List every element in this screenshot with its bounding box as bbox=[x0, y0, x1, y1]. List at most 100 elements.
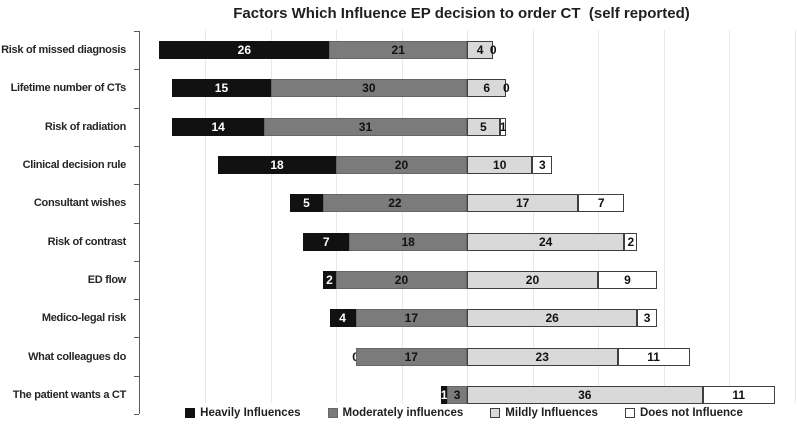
bar-segment-mildly-influences: 36 bbox=[466, 385, 703, 404]
y-axis-line bbox=[139, 31, 140, 414]
bar-segment-heavily-influences: 2 bbox=[322, 270, 336, 289]
bar-segment-mildly-influences: 24 bbox=[467, 232, 625, 251]
bar-segment-does-not-influence: 11 bbox=[702, 385, 775, 404]
y-axis-tick bbox=[134, 299, 139, 300]
bar-segment-heavily-influences: 7 bbox=[303, 232, 350, 251]
legend-swatch-mildly-influences bbox=[490, 408, 501, 418]
bar-segment-moderately-influences: 17 bbox=[355, 347, 467, 366]
bar-segment-does-not-influence: 1 bbox=[499, 117, 507, 136]
bar-segment-moderately-influences: 22 bbox=[322, 194, 467, 213]
y-axis-tick bbox=[134, 261, 139, 262]
bar-value-label: 4 bbox=[339, 311, 346, 326]
bar-segment-does-not-influence: 9 bbox=[597, 270, 657, 289]
bar-value-label: 20 bbox=[394, 158, 409, 172]
bar-segment-does-not-influence: 3 bbox=[532, 156, 553, 174]
legend-swatch-moderately-influences bbox=[327, 408, 338, 418]
bar-value-label: 11 bbox=[647, 349, 660, 364]
bar-value-label: 26 bbox=[237, 43, 252, 58]
bar-segment-heavily-influences: 5 bbox=[290, 194, 323, 213]
bar-row: 1 3 36 11 bbox=[440, 385, 775, 404]
bar-row: 18 20 10 3 bbox=[218, 156, 553, 174]
bar-value-label: 18 bbox=[270, 158, 284, 172]
bar-value-label: 3 bbox=[538, 158, 546, 172]
bar-value-label: 15 bbox=[214, 81, 229, 96]
bar-value-label: 5 bbox=[480, 119, 487, 134]
bar-segment-mildly-influences: 4 bbox=[466, 41, 494, 60]
bar-row: 7 18 24 2 bbox=[303, 232, 638, 251]
gridline bbox=[729, 30, 730, 403]
bar-value-label: 6 bbox=[483, 81, 491, 96]
bar-segment-moderately-influences: 30 bbox=[270, 79, 468, 98]
gridline bbox=[336, 30, 337, 403]
bar-segment-heavily-influences: 14 bbox=[172, 117, 264, 136]
bar-value-label: 23 bbox=[535, 349, 549, 364]
bar-value-label: 17 bbox=[404, 349, 418, 364]
bar-value-label: 4 bbox=[476, 43, 484, 58]
bar-value-label: 20 bbox=[394, 272, 409, 287]
bar-segment-heavily-influences: 26 bbox=[159, 41, 330, 60]
y-axis-tick bbox=[134, 414, 139, 415]
bar-row: 0172311 bbox=[352, 347, 690, 366]
bar-segment-heavily-influences: 4 bbox=[329, 309, 356, 328]
bar-segment-mildly-influences: 5 bbox=[466, 117, 500, 136]
bar-segment-heavily-influences: 18 bbox=[218, 156, 336, 174]
bar-value-label: 3 bbox=[643, 311, 651, 326]
category-label-the-patient-wants-a-ct: The patient wants a CT bbox=[12, 388, 127, 401]
legend-label: Does not Influence bbox=[639, 407, 743, 419]
bar-row: 15 30 6 0 bbox=[172, 79, 510, 98]
bar-value-label: 24 bbox=[538, 234, 553, 249]
legend-label: Moderately influences bbox=[342, 407, 464, 419]
legend-item-heavily-influences: Heavily Influences bbox=[185, 407, 301, 419]
y-axis-tick bbox=[134, 337, 139, 338]
bar-row: 14 31 5 1 bbox=[172, 117, 507, 136]
bar-segment-mildly-influences: 20 bbox=[466, 270, 598, 289]
y-axis-tick bbox=[134, 146, 139, 147]
bar-value-label: 9 bbox=[624, 272, 631, 287]
y-axis-tick bbox=[134, 31, 139, 32]
bar-value-label: 1 bbox=[440, 387, 448, 402]
category-label-risk-of-radiation: Risk of radiation bbox=[44, 120, 126, 133]
legend: Heavily Influences Moderately influences M… bbox=[131, 404, 797, 422]
legend-item-moderately-influences: Moderately influences bbox=[327, 407, 464, 419]
bar-value-label: 7 bbox=[597, 196, 605, 211]
bar-segment-moderately-influences: 31 bbox=[263, 117, 467, 136]
bar-value-label: 11 bbox=[732, 387, 746, 402]
bar-segment-mildly-influences: 26 bbox=[466, 309, 638, 328]
bar-value-label: 0 bbox=[489, 43, 497, 58]
legend-swatch-does-not-influence bbox=[624, 408, 635, 418]
legend-item-does-not-influence: Does not Influence bbox=[624, 407, 743, 419]
category-label-lifetime-number-of-cts: Lifetime number of CTs bbox=[10, 82, 127, 95]
gridline bbox=[205, 30, 206, 403]
bar-segment-does-not-influence: 3 bbox=[637, 309, 657, 328]
bar-segment-mildly-influences: 10 bbox=[466, 156, 533, 174]
category-label-risk-of-contrast: Risk of contrast bbox=[47, 235, 127, 248]
gridline bbox=[271, 30, 272, 403]
bar-value-label: 1 bbox=[499, 119, 507, 134]
bar-value-label: 17 bbox=[404, 311, 419, 326]
bar-segment-heavily-influences: 15 bbox=[172, 79, 271, 98]
bar-value-label: 22 bbox=[388, 196, 402, 211]
bar-value-label: 18 bbox=[401, 234, 415, 249]
bar-segment-moderately-influences: 20 bbox=[335, 270, 467, 289]
category-label-consultant-wishes: Consultant wishes bbox=[33, 197, 126, 210]
bar-value-label: 10 bbox=[493, 158, 507, 172]
gridline bbox=[533, 30, 534, 403]
bar-segment-does-not-influence: 11 bbox=[617, 347, 690, 366]
legend-item-mildly-influences: Mildly Influences bbox=[490, 407, 598, 419]
bar-value-label: 3 bbox=[453, 387, 461, 402]
gridline bbox=[467, 30, 468, 403]
bar-value-label: 2 bbox=[627, 234, 635, 249]
y-axis-tick bbox=[134, 184, 139, 185]
y-axis-tick bbox=[134, 69, 139, 70]
bar-segment-moderately-influences: 18 bbox=[349, 232, 468, 251]
bar-segment-heavily-influences: 1 bbox=[440, 385, 448, 404]
category-label-ed-flow: ED flow bbox=[87, 273, 127, 286]
category-label-medico-legal-risk: Medico-legal risk bbox=[41, 312, 126, 325]
bar-value-label: 30 bbox=[362, 81, 376, 96]
gridline bbox=[598, 30, 599, 403]
gridline bbox=[402, 30, 403, 403]
bar-segment-mildly-influences: 23 bbox=[466, 347, 618, 366]
bar-segment-moderately-influences: 3 bbox=[447, 385, 467, 404]
bar-value-label: 14 bbox=[211, 119, 225, 134]
